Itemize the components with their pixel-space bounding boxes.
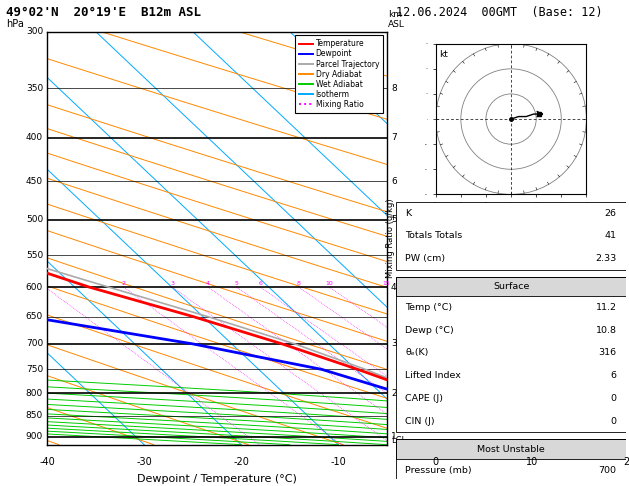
Text: 6: 6 [259,281,262,286]
Text: -40: -40 [39,457,55,467]
Text: 49°02'N  20°19'E  B12m ASL: 49°02'N 20°19'E B12m ASL [6,6,201,19]
Text: 350: 350 [26,84,43,93]
Text: 650: 650 [26,312,43,321]
Text: 10: 10 [526,457,538,467]
Text: 5: 5 [391,215,397,225]
Text: Dewpoint / Temperature (°C): Dewpoint / Temperature (°C) [137,473,297,484]
Text: -30: -30 [136,457,152,467]
Text: 3: 3 [391,339,397,348]
Text: K: K [406,208,411,218]
Text: hPa: hPa [6,19,24,29]
Text: 26: 26 [604,208,616,218]
Text: 8: 8 [391,84,397,93]
Text: 2: 2 [391,389,396,398]
Text: θₑ(K): θₑ(K) [406,348,429,357]
Bar [396,439,626,486]
Text: 0: 0 [611,394,616,403]
Text: km
ASL: km ASL [388,10,405,29]
Text: 316: 316 [599,348,616,357]
Bar [396,277,626,296]
Text: 6: 6 [391,176,397,186]
Text: 900: 900 [26,432,43,441]
Text: -10: -10 [330,457,346,467]
Text: Most Unstable: Most Unstable [477,445,545,453]
Legend: Temperature, Dewpoint, Parcel Trajectory, Dry Adiabat, Wet Adiabat, Isotherm, Mi: Temperature, Dewpoint, Parcel Trajectory… [295,35,383,113]
Text: 2: 2 [121,281,126,286]
Text: 12.06.2024  00GMT  (Base: 12): 12.06.2024 00GMT (Base: 12) [396,6,603,19]
Bar [396,277,626,433]
Text: 850: 850 [26,411,43,420]
Text: PW (cm): PW (cm) [406,254,445,263]
Text: 550: 550 [26,251,43,260]
Text: 10: 10 [325,281,333,286]
Text: 10.8: 10.8 [596,326,616,335]
Text: 300: 300 [26,27,43,36]
Text: 41: 41 [604,231,616,240]
Text: -20: -20 [233,457,249,467]
Text: 2.33: 2.33 [596,254,616,263]
Text: Pressure (mb): Pressure (mb) [406,466,472,475]
Text: 500: 500 [26,215,43,225]
Text: 700: 700 [26,339,43,348]
Text: Dewp (°C): Dewp (°C) [406,326,454,335]
Bar [396,202,626,270]
Text: 5: 5 [235,281,238,286]
Text: 7: 7 [391,133,397,142]
Text: 450: 450 [26,176,43,186]
Text: 4: 4 [206,281,210,286]
Text: 750: 750 [26,365,43,374]
Text: CIN (J): CIN (J) [406,417,435,426]
Text: Lifted Index: Lifted Index [406,371,461,380]
Text: 4: 4 [391,283,396,292]
Text: 0: 0 [611,417,616,426]
Text: 700: 700 [599,466,616,475]
Text: 15: 15 [382,281,391,286]
Text: LCL: LCL [391,436,406,445]
Text: 400: 400 [26,133,43,142]
Text: 600: 600 [26,283,43,292]
Text: CAPE (J): CAPE (J) [406,394,443,403]
Text: 800: 800 [26,389,43,398]
Text: 11.2: 11.2 [596,303,616,312]
Bar [396,439,626,459]
Text: 6: 6 [611,371,616,380]
Text: 1: 1 [391,432,397,441]
Text: 20: 20 [623,457,629,467]
Text: 3: 3 [170,281,174,286]
Text: Surface: Surface [493,282,529,291]
Text: 8: 8 [297,281,301,286]
Text: 0: 0 [432,457,438,467]
Text: Mixing Ratio (g/kg): Mixing Ratio (g/kg) [386,198,395,278]
Text: Temp (°C): Temp (°C) [406,303,453,312]
Text: Totals Totals: Totals Totals [406,231,463,240]
Text: kt: kt [439,50,448,59]
